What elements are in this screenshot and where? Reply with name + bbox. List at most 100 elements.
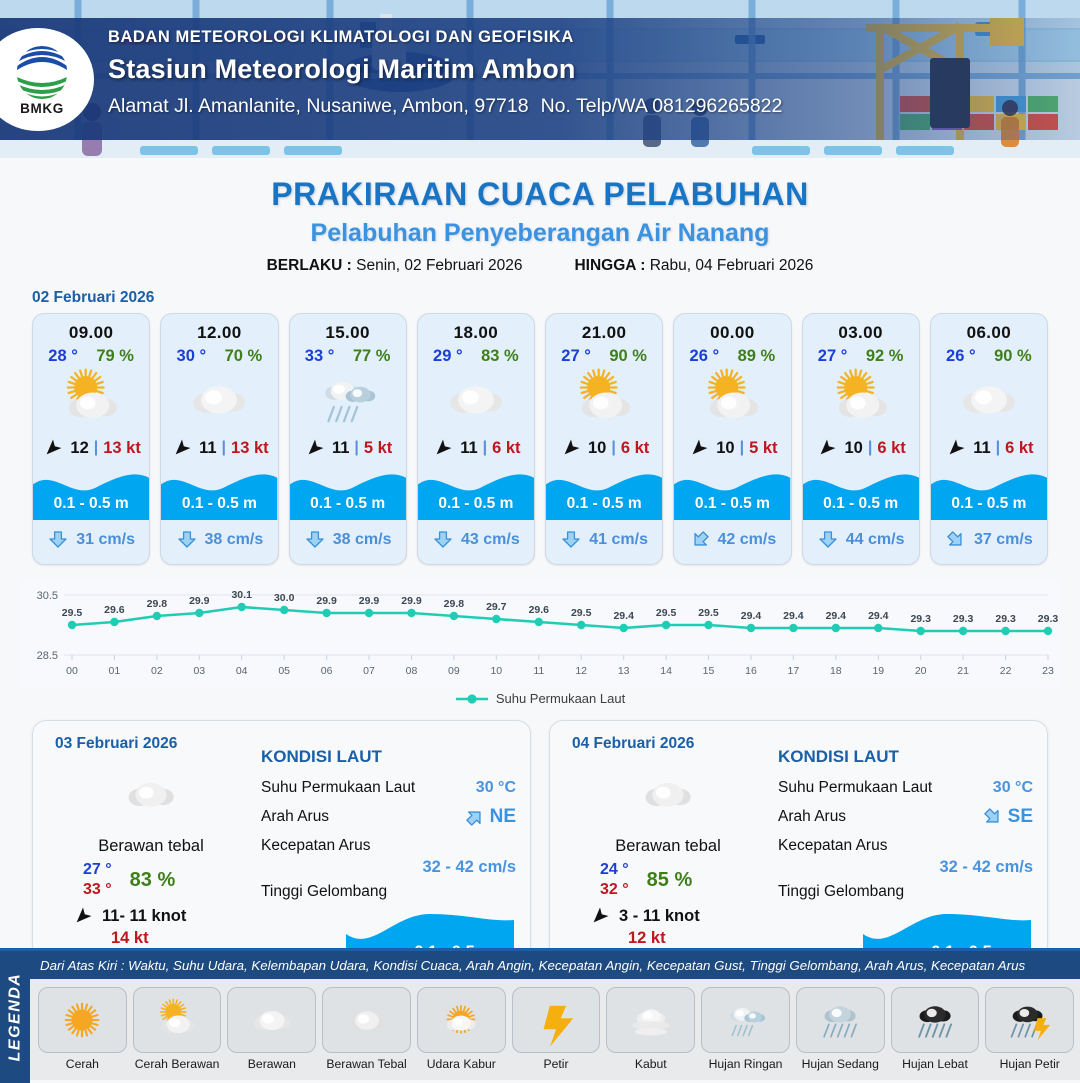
panel-temp-max: 32 °	[600, 881, 629, 898]
panel-sst-label: Suhu Permukaan Laut	[778, 778, 933, 796]
legend-item: Hujan Ringan	[701, 987, 790, 1076]
card-gust-speed: 13 kt	[103, 438, 141, 457]
card-current: 41 cm/s	[546, 520, 662, 560]
weather-icon-hujan-ringan	[324, 381, 375, 423]
wind-direction-arrow-sw-icon	[564, 439, 580, 455]
card-wind: 12 | 13 kt	[33, 432, 149, 464]
svg-text:29.3: 29.3	[910, 613, 931, 625]
card-wave-value: 0.1 - 0.5 m	[53, 495, 129, 512]
svg-text:29.4: 29.4	[868, 610, 889, 622]
wind-direction-arrow-sw-icon	[47, 439, 62, 455]
card-current: 37 cm/s	[931, 520, 1047, 560]
svg-text:28.5: 28.5	[37, 650, 58, 662]
legend-item: Cerah Berawan	[132, 987, 222, 1076]
legend-item: Cerah	[38, 987, 127, 1076]
panel-condition-label: Berawan tebal	[615, 837, 721, 855]
current-direction-arrow-ne-icon	[465, 810, 481, 826]
card-humidity: 83 %	[481, 347, 519, 365]
legend-item-tile	[511, 987, 601, 1053]
svg-text:09: 09	[448, 665, 460, 677]
valid-to-value: Rabu, 04 Februari 2026	[649, 257, 814, 274]
panel-wind: 3 - 11 knot	[568, 906, 768, 926]
card-wave-height: 0.1 - 0.5 m	[674, 466, 791, 520]
card-current-speed: 31 cm/s	[76, 531, 135, 548]
panel-left-column: Berawan tebal 27 ° 33 ° 83 % 11- 11 knot…	[51, 763, 251, 948]
card-air-temperature: 27 °	[817, 347, 848, 365]
card-wave-value: 0.1 - 0.5 m	[566, 495, 642, 512]
card-humidity: 90 %	[609, 347, 647, 365]
wind-direction-arrow-sw-icon	[692, 439, 708, 455]
card-wind-separator: |	[867, 439, 873, 456]
card-current: 43 cm/s	[418, 520, 534, 560]
page-title: PRAKIRAAN CUACA PELABUHAN	[271, 176, 809, 212]
svg-text:02: 02	[151, 665, 163, 677]
svg-text:01: 01	[109, 665, 121, 677]
hourly-forecast-row: 09.00 28 ° 79 % 12 | 13 kt 0.1 - 0.5 m	[0, 313, 1080, 565]
panel-sst-value: 30 °C	[475, 778, 516, 796]
panel-humidity: 85 %	[646, 868, 693, 891]
card-gust-speed: 6 kt	[620, 438, 650, 457]
card-weather-icon	[33, 366, 149, 432]
card-wind-speed: 11	[460, 438, 478, 457]
panel-temp-min: 27 °	[83, 861, 112, 878]
panel-date: 04 Februari 2026	[572, 735, 695, 752]
legend-item-label: Berawan	[247, 1057, 296, 1071]
contact-line: Alamat Jl. Amanlanite, Nusaniwe, Ambon, …	[108, 95, 782, 118]
weather-icon-udara-kabur	[446, 1005, 476, 1034]
daily-forecast-panel: 03 Februari 2026 Berawan tebal 27 ° 33 °…	[32, 720, 531, 970]
weather-icon-cerah-berawan	[836, 368, 887, 418]
valid-from-label: BERLAKU :	[266, 257, 352, 274]
panel-current-dir-text: NE	[489, 805, 516, 827]
card-air-temperature: 28 °	[48, 347, 78, 365]
card-gust-speed: 6 kt	[877, 438, 906, 457]
legend-note: Dari Atas Kiri : Waktu, Suhu Udara, Kele…	[30, 951, 1080, 979]
current-direction-arrow-s-icon	[306, 531, 324, 548]
bmkg-logo-text: BMKG	[20, 100, 64, 116]
panel-current-dir-value: SE	[982, 805, 1033, 829]
card-current-speed: 44 cm/s	[845, 531, 905, 548]
weather-icon-berawan-tebal	[128, 782, 174, 807]
panel-sea-row-current-speed: Kecepatan Arus	[261, 831, 516, 860]
wave-shape	[289, 474, 406, 520]
hourly-date-label: 02 Februari 2026	[32, 289, 155, 306]
valid-to-label: HINGGA :	[574, 257, 646, 274]
svg-text:07: 07	[363, 665, 375, 677]
card-time: 00.00	[710, 323, 755, 342]
hourly-card: 12.00 30 ° 70 % 11 | 13 kt 0.1 - 0.5 m	[160, 313, 279, 565]
chart-legend: Suhu Permukaan Laut	[0, 691, 1080, 706]
svg-text:18: 18	[830, 665, 842, 677]
card-time: 03.00	[838, 323, 883, 342]
weather-icon-hujan-sedang	[823, 1006, 858, 1038]
card-weather-icon	[418, 366, 534, 432]
sea-surface-temp-chart: 30.5 28.5 00 01 02 03 04 05 06 07 08 09 10 11 12 13 14 15…	[20, 579, 1060, 689]
panel-sea-title: KONDISI LAUT	[778, 747, 899, 766]
card-wave-value: 0.1 - 0.5 m	[438, 495, 514, 512]
title-block: PRAKIRAAN CUACA PELABUHAN Pelabuhan Peny…	[0, 176, 1080, 275]
card-wind-separator: |	[482, 439, 488, 456]
hourly-card: 06.00 26 ° 90 % 11 | 6 kt 0.1 - 0.5 m	[929, 313, 1048, 565]
svg-text:29.3: 29.3	[995, 613, 1016, 625]
card-current-speed: 42 cm/s	[717, 531, 777, 548]
card-air-temperature: 29 °	[433, 347, 463, 365]
svg-text:04: 04	[236, 665, 248, 677]
panel-temp-max: 33 °	[83, 881, 112, 898]
legend-item-label: Cerah Berawan	[134, 1057, 220, 1071]
card-time: 12.00	[197, 323, 242, 342]
chart-legend-marker-icon	[455, 693, 488, 704]
bmkg-logo: BMKG	[0, 28, 94, 131]
svg-text:11: 11	[533, 665, 544, 677]
svg-text:22: 22	[1000, 665, 1012, 677]
valid-from: BERLAKU : Senin, 02 Februari 2026	[267, 257, 523, 275]
wind-direction-arrow-sw-icon	[593, 907, 609, 923]
card-humidity: 92 %	[865, 347, 904, 365]
card-humidity: 77 %	[352, 347, 391, 365]
panel-sea-row-current-dir: Arah Arus NE	[261, 802, 516, 831]
header-text-block: BADAN METEOROLOGI KLIMATOLOGI DAN GEOFIS…	[108, 28, 782, 118]
wind-direction-arrow-sw-icon	[436, 439, 452, 455]
card-current: 38 cm/s	[290, 520, 406, 560]
current-direction-arrow-s-icon	[819, 531, 837, 548]
daily-forecast-panel: 04 Februari 2026 Berawan tebal 24 ° 32 °…	[549, 720, 1048, 970]
card-current-speed: 38 cm/s	[204, 531, 264, 548]
card-wave-height: 0.1 - 0.5 m	[417, 466, 534, 520]
legend-item-tile	[38, 987, 127, 1053]
